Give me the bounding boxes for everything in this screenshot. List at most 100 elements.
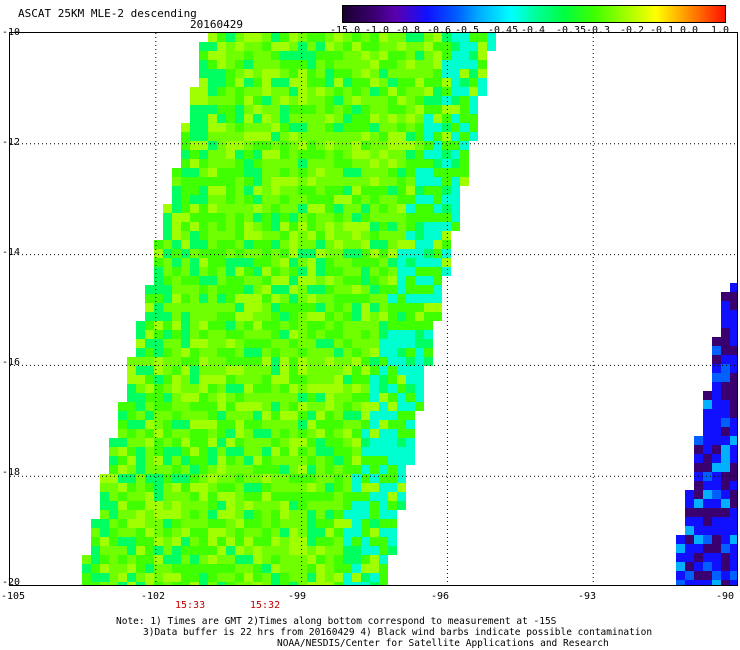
swath-cell <box>307 384 316 393</box>
swath-cell <box>406 321 415 330</box>
swath-cell <box>703 526 712 535</box>
swath-cell <box>352 294 361 303</box>
swath-cell <box>343 249 352 258</box>
swath-cell <box>199 96 208 105</box>
swath-cell <box>190 573 199 582</box>
swath-cell <box>352 312 361 321</box>
swath-cell <box>199 132 208 141</box>
swath-cell <box>316 357 325 366</box>
swath-cell <box>91 528 100 537</box>
swath-cell <box>289 555 298 564</box>
swath-cell <box>388 402 397 411</box>
swath-cell <box>370 312 379 321</box>
swath-cell <box>397 402 406 411</box>
swath-cell <box>289 330 298 339</box>
swath-cell <box>253 294 262 303</box>
swath-cell <box>712 580 721 585</box>
swath-cell <box>397 78 406 87</box>
swath-cell <box>253 312 262 321</box>
swath-cell <box>721 409 730 418</box>
swath-cell <box>379 105 388 114</box>
swath-cell <box>235 195 244 204</box>
swath-cell <box>433 177 442 186</box>
swath-cell <box>361 519 370 528</box>
swath-cell <box>217 51 226 60</box>
swath-cell <box>478 42 487 51</box>
swath-cell <box>316 348 325 357</box>
swath-cell <box>298 222 307 231</box>
swath-cell <box>379 231 388 240</box>
swath-cell <box>415 393 424 402</box>
swath-cell <box>154 294 163 303</box>
swath-cell <box>145 375 154 384</box>
swath-cell <box>442 33 451 42</box>
swath-cell <box>280 573 289 582</box>
swath-cell <box>271 438 280 447</box>
swath-cell <box>190 546 199 555</box>
swath-cell <box>145 483 154 492</box>
swath-cell <box>397 51 406 60</box>
swath-cell <box>424 357 433 366</box>
swath-cell <box>271 303 280 312</box>
swath-cell <box>694 535 703 544</box>
swath-cell <box>379 168 388 177</box>
swath-cell <box>190 267 199 276</box>
swath-cell <box>316 465 325 474</box>
swath-cell <box>721 472 730 481</box>
swath-cell <box>343 42 352 51</box>
swath-cell <box>271 204 280 213</box>
swath-cell <box>307 114 316 123</box>
swath-cell <box>451 132 460 141</box>
swath-cell <box>325 60 334 69</box>
swath-cell <box>226 303 235 312</box>
swath-cell <box>343 33 352 42</box>
swath-cell <box>397 285 406 294</box>
swath-cell <box>352 222 361 231</box>
swath-cell <box>478 60 487 69</box>
swath-cell <box>172 555 181 564</box>
swath-cell <box>253 501 262 510</box>
swath-cell <box>730 364 737 373</box>
swath-cell <box>442 114 451 123</box>
swath-cell <box>244 573 253 582</box>
swath-cell <box>379 456 388 465</box>
swath-cell <box>280 447 289 456</box>
swath-cell <box>388 186 397 195</box>
swath-cell <box>181 429 190 438</box>
swath-cell <box>208 348 217 357</box>
swath-cell <box>406 114 415 123</box>
swath-cell <box>424 213 433 222</box>
swath-cell <box>703 517 712 526</box>
swath-cell <box>217 204 226 213</box>
swath-cell <box>244 195 253 204</box>
swath-cell <box>190 321 199 330</box>
swath-cell <box>262 555 271 564</box>
swath-cell <box>730 508 737 517</box>
swath-cell <box>181 411 190 420</box>
swath-cell <box>487 33 496 42</box>
swath-cell <box>226 123 235 132</box>
swath-cell <box>361 510 370 519</box>
swath-cell <box>217 474 226 483</box>
swath-cell <box>163 348 172 357</box>
swath-cell <box>280 582 289 585</box>
swath-cell <box>100 510 109 519</box>
swath-cell <box>199 510 208 519</box>
swath-cell <box>271 357 280 366</box>
swath-cell <box>379 114 388 123</box>
swath-cell <box>190 168 199 177</box>
swath-cell <box>127 537 136 546</box>
swath-cell <box>451 177 460 186</box>
swath-cell <box>253 222 262 231</box>
swath-cell <box>721 580 730 585</box>
swath-cell <box>307 429 316 438</box>
swath-cell <box>136 528 145 537</box>
swath-cell <box>406 240 415 249</box>
swath-cell <box>325 330 334 339</box>
swath-cell <box>271 105 280 114</box>
swath-cell <box>361 60 370 69</box>
swath-cell <box>253 42 262 51</box>
swath-cell <box>244 375 253 384</box>
map-title: ASCAT 25KM MLE-2 descending <box>18 7 197 20</box>
swath-cell <box>694 499 703 508</box>
